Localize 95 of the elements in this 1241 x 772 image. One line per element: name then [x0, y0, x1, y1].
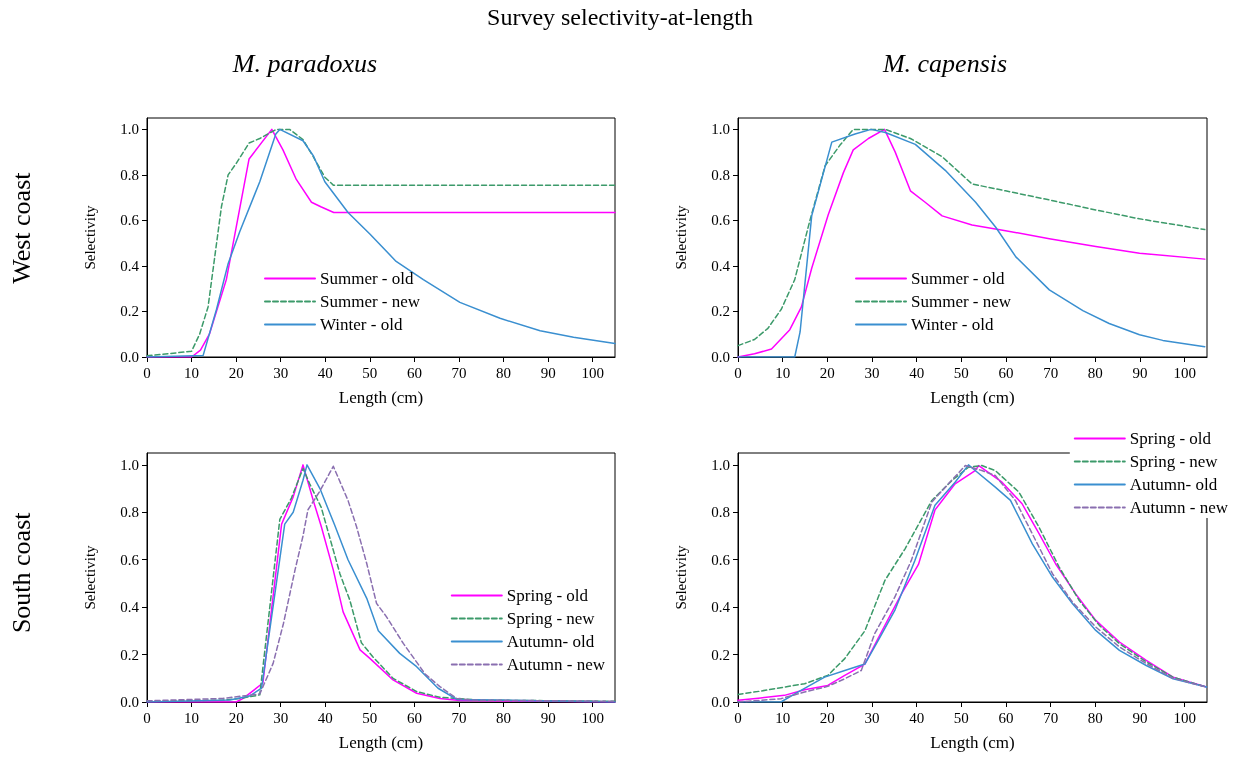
- y-tick-label: 0.0: [120, 694, 139, 710]
- y-tick-label: 0.6: [120, 551, 140, 568]
- y-axis-title: Selectivity: [81, 544, 98, 610]
- x-tick-label: 70: [1043, 709, 1059, 726]
- x-tick-label: 10: [184, 709, 200, 726]
- y-tick-label: 0.0: [120, 349, 139, 365]
- x-tick-label: 0: [143, 709, 151, 726]
- text: Survey selectivity-at-length: [487, 4, 753, 31]
- x-tick-label: 30: [273, 709, 289, 726]
- y-axis-title: Selectivity: [672, 544, 689, 610]
- legend-label: Autumn - new: [506, 655, 606, 674]
- x-tick-label: 10: [775, 364, 791, 381]
- y-tick-label: 0.2: [711, 646, 730, 663]
- x-tick-label: 50: [953, 364, 969, 381]
- x-tick-label: 80: [1087, 364, 1103, 381]
- legend-label: Spring - new: [1129, 452, 1219, 471]
- y-axis-title: Selectivity: [81, 204, 98, 270]
- x-axis-title: Length (cm): [338, 388, 424, 407]
- x-tick-label: 80: [496, 709, 512, 726]
- legend-label: Summer - old: [320, 269, 414, 288]
- legend-label: Winter - old: [320, 315, 403, 334]
- x-tick-label: 60: [406, 709, 422, 726]
- chart-title: M. capensis: [881, 48, 1008, 78]
- x-tick-label: 50: [362, 364, 378, 381]
- y-tick-label: 1.0: [711, 456, 730, 473]
- y-tick-label: 0.0: [711, 349, 730, 365]
- text: South coast: [6, 511, 36, 634]
- x-tick-label: 90: [540, 709, 556, 726]
- x-tick-label: 60: [406, 364, 422, 381]
- chart-title: M. paradoxus: [231, 48, 378, 78]
- x-tick-label: 70: [1043, 364, 1059, 381]
- x-tick-label: 70: [451, 364, 467, 381]
- y-tick-label: 0.8: [711, 504, 730, 521]
- legend-label: Spring - old: [1129, 429, 1212, 448]
- x-tick-label: 20: [819, 364, 835, 381]
- x-tick-label: 20: [228, 709, 244, 726]
- x-tick-label: 60: [998, 364, 1014, 381]
- x-tick-label: 90: [1132, 709, 1148, 726]
- x-axis-title: Length (cm): [930, 388, 1015, 407]
- x-tick-label: 100: [1173, 364, 1196, 381]
- x-axis-title: Length (cm): [930, 733, 1015, 752]
- legend-label: Summer - new: [320, 292, 421, 311]
- x-tick-label: 100: [581, 364, 604, 381]
- x-tick-label: 100: [581, 709, 604, 726]
- x-tick-label: 40: [909, 709, 925, 726]
- y-tick-label: 0.0: [711, 694, 730, 710]
- x-tick-label: 80: [496, 364, 512, 381]
- y-tick-label: 0.6: [120, 212, 140, 229]
- x-tick-label: 0: [734, 364, 742, 381]
- legend-label: Spring - old: [506, 586, 589, 605]
- x-tick-label: 100: [1173, 709, 1196, 726]
- y-tick-label: 0.4: [711, 257, 731, 274]
- x-tick-label: 90: [540, 364, 556, 381]
- x-axis-title: Length (cm): [338, 733, 424, 752]
- y-tick-label: 0.6: [711, 551, 731, 568]
- y-tick-label: 1.0: [120, 456, 139, 473]
- legend-label: Spring - new: [506, 609, 596, 628]
- x-tick-label: 40: [317, 709, 333, 726]
- legend-label: Summer - old: [911, 269, 1005, 288]
- y-tick-label: 0.4: [120, 257, 140, 274]
- text: West coast: [6, 171, 36, 284]
- y-tick-label: 0.4: [711, 599, 731, 616]
- x-tick-label: 50: [953, 709, 969, 726]
- x-tick-label: 10: [184, 364, 200, 381]
- x-tick-label: 80: [1087, 709, 1103, 726]
- x-tick-label: 50: [362, 709, 378, 726]
- legend-label: Autumn- old: [1129, 475, 1218, 494]
- x-tick-label: 90: [1132, 364, 1148, 381]
- x-tick-label: 60: [998, 709, 1014, 726]
- x-tick-label: 30: [273, 364, 289, 381]
- y-tick-label: 1.0: [711, 121, 730, 138]
- y-tick-label: 0.2: [120, 646, 139, 663]
- x-tick-label: 40: [317, 364, 333, 381]
- y-tick-label: 0.8: [120, 166, 139, 183]
- legend-label: Summer - new: [911, 292, 1012, 311]
- x-tick-label: 20: [228, 364, 244, 381]
- y-tick-label: 0.6: [711, 212, 731, 229]
- legend-label: Winter - old: [911, 315, 994, 334]
- y-tick-label: 0.4: [120, 599, 140, 616]
- y-tick-label: 0.2: [711, 303, 730, 320]
- legend-label: Autumn- old: [506, 632, 595, 651]
- x-tick-label: 70: [451, 709, 467, 726]
- x-tick-label: 20: [819, 709, 835, 726]
- y-tick-label: 0.8: [711, 166, 730, 183]
- y-tick-label: 0.8: [120, 504, 139, 521]
- x-tick-label: 40: [909, 364, 925, 381]
- x-tick-label: 10: [775, 709, 791, 726]
- y-tick-label: 1.0: [120, 121, 139, 138]
- legend-label: Autumn - new: [1129, 498, 1229, 517]
- y-axis-title: Selectivity: [672, 204, 689, 270]
- x-tick-label: 30: [864, 364, 880, 381]
- x-tick-label: 0: [734, 709, 742, 726]
- x-tick-label: 30: [864, 709, 880, 726]
- y-tick-label: 0.2: [120, 303, 139, 320]
- x-tick-label: 0: [143, 364, 151, 381]
